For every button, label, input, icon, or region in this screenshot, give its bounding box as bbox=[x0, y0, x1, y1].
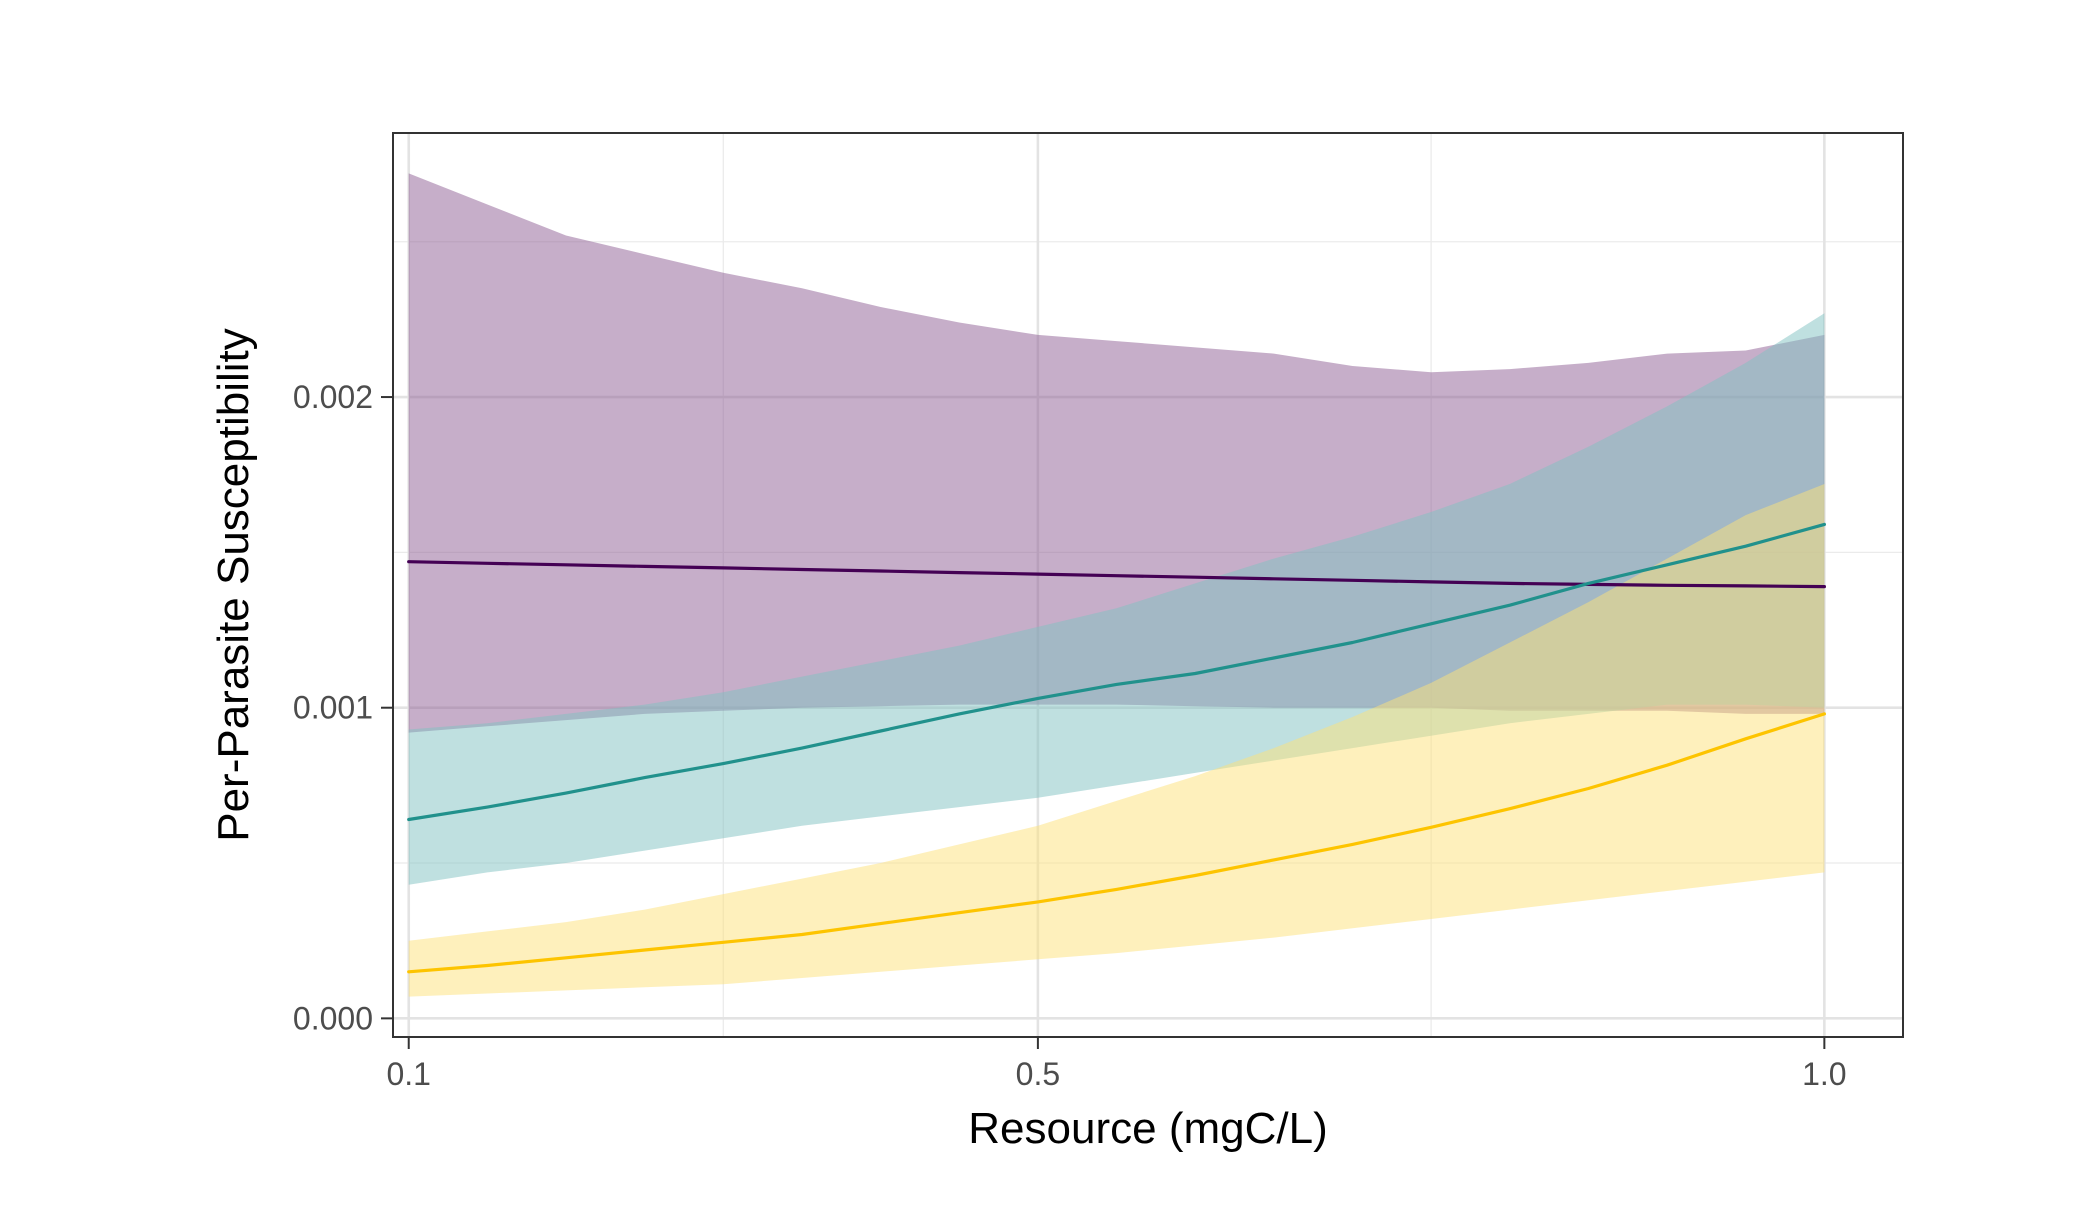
series-line-3 bbox=[407, 712, 1827, 974]
confidence-band-2 bbox=[408, 313, 1825, 885]
x-tick-label: 0.5 bbox=[1016, 1056, 1060, 1092]
confidence-bands bbox=[408, 173, 1825, 997]
axis-ticks: 0.1 0.5 1.0 0.000 0.001 0.002 bbox=[293, 379, 1847, 1092]
series-lines bbox=[407, 522, 1827, 974]
x-tick-label: 1.0 bbox=[1802, 1056, 1846, 1092]
y-tick-label: 0.000 bbox=[293, 1000, 373, 1036]
y-tick-label: 0.001 bbox=[293, 690, 373, 726]
x-axis-title: Resource (mgC/L) bbox=[968, 1104, 1327, 1153]
plot-panel-border bbox=[392, 132, 1904, 1038]
series-line-2 bbox=[407, 522, 1827, 822]
y-axis-title: Per-Parasite Susceptibility bbox=[209, 328, 258, 842]
confidence-band-3 bbox=[408, 484, 1825, 997]
y-tick-label: 0.002 bbox=[293, 379, 373, 415]
x-tick-label: 0.1 bbox=[386, 1056, 430, 1092]
